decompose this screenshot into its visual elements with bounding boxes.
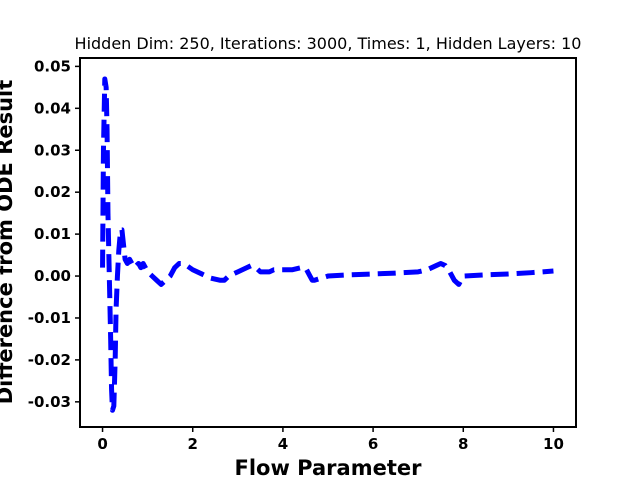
y-axis-label: Difference from ODE Result xyxy=(0,80,17,405)
y-tick-label: 0.01 xyxy=(34,225,71,243)
x-tick-label: 2 xyxy=(188,435,198,453)
x-tick-label: 6 xyxy=(368,435,378,453)
y-tick-label: 0.04 xyxy=(34,99,71,117)
plot-frame xyxy=(79,57,577,428)
y-axis: -0.03 -0.02 -0.01 0.00 0.01 0.02 0.03 0.04 0.05 xyxy=(28,57,80,411)
x-tick-label: 0 xyxy=(97,435,107,453)
y-tick-label: 0.05 xyxy=(34,57,71,75)
y-tick-label: -0.01 xyxy=(28,309,71,327)
series-line-0 xyxy=(100,76,554,413)
y-tick-label: -0.03 xyxy=(28,393,71,411)
y-tick-label: 0.02 xyxy=(34,183,71,201)
y-tick-label: -0.02 xyxy=(28,351,71,369)
y-tick-label: 0.00 xyxy=(34,267,71,285)
x-tick-label: 10 xyxy=(543,435,564,453)
chart-title: Hidden Dim: 250, Iterations: 3000, Times… xyxy=(75,34,582,53)
x-axis-label: Flow Parameter xyxy=(235,456,423,480)
x-axis: 0 2 4 6 8 10 xyxy=(97,427,564,453)
y-tick-label: 0.03 xyxy=(34,141,71,159)
x-tick-label: 8 xyxy=(458,435,468,453)
x-tick-label: 4 xyxy=(278,435,288,453)
series-layer xyxy=(100,76,554,413)
